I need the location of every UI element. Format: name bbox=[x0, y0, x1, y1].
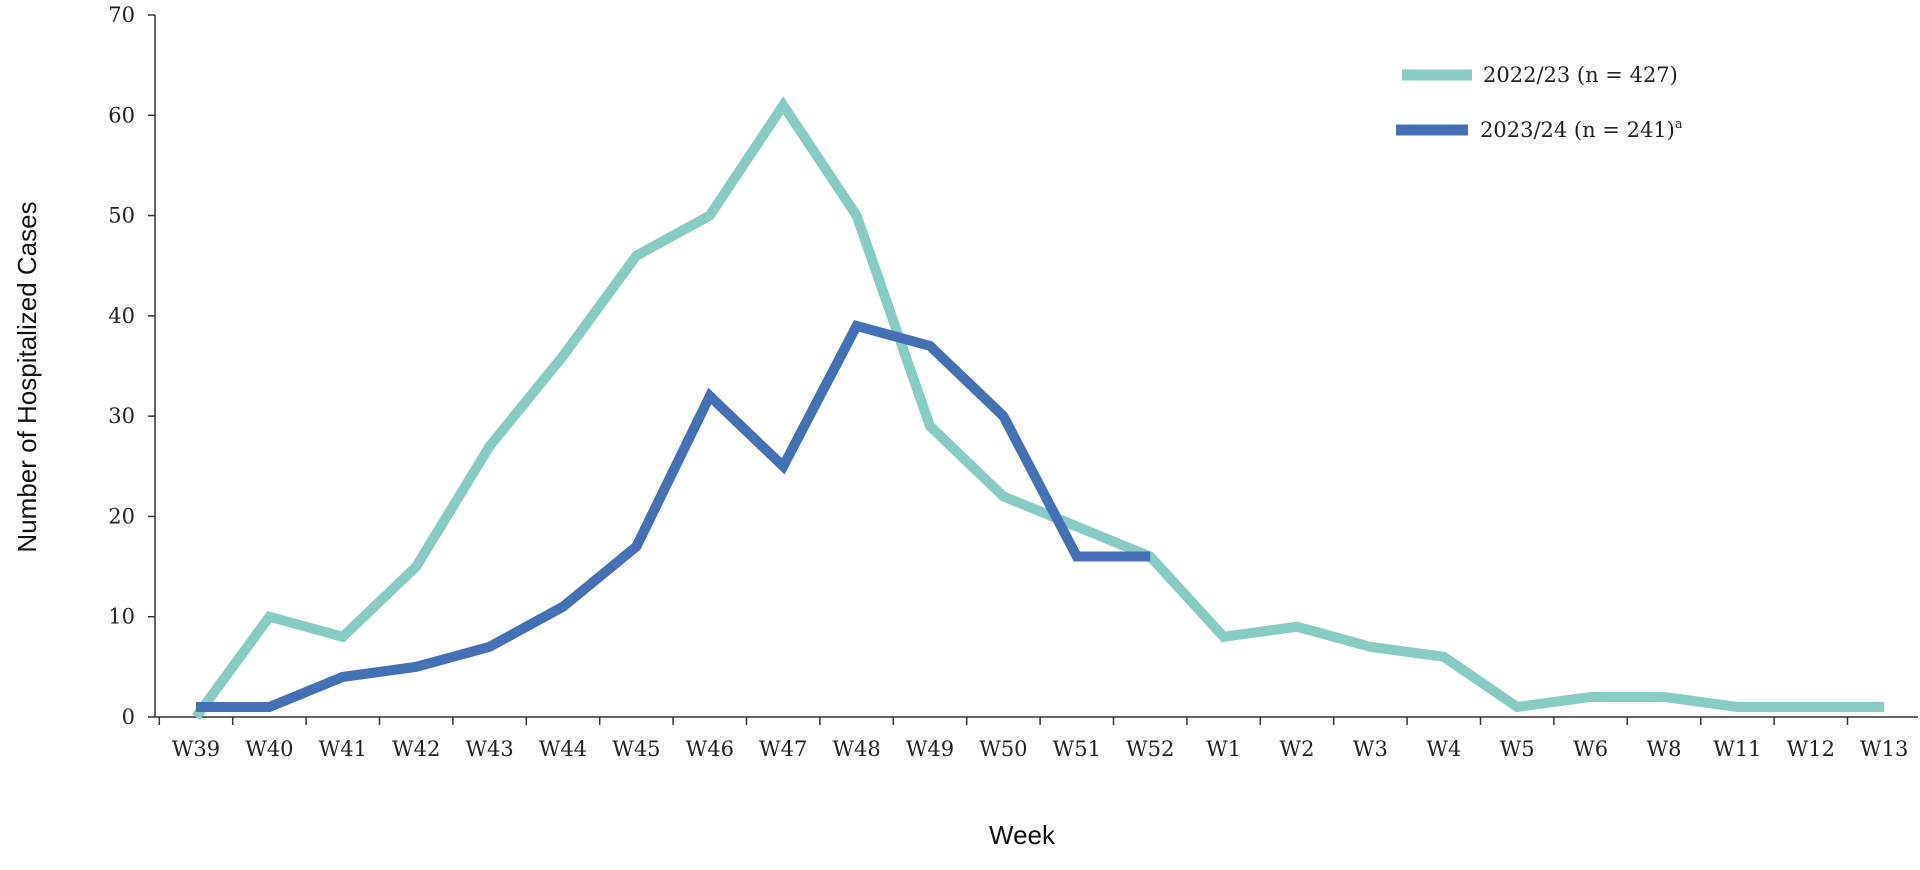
legend-label-2023-24-superscript: a bbox=[1675, 117, 1683, 132]
x-tick-label-w1: W1 bbox=[1206, 737, 1241, 761]
x-tick-label-w43: W43 bbox=[465, 737, 513, 761]
x-tick-label-w52: W52 bbox=[1126, 737, 1174, 761]
y-ticks: 0 10 20 30 40 50 60 70 bbox=[108, 3, 155, 729]
x-tick-label-w3: W3 bbox=[1353, 737, 1388, 761]
x-tick-label-w40: W40 bbox=[245, 737, 293, 761]
y-tick-label-60: 60 bbox=[108, 103, 135, 127]
x-tick-label-w41: W41 bbox=[319, 737, 367, 761]
series-line-2023-24 bbox=[196, 320, 1151, 712]
y-axis: 0 10 20 30 40 50 60 70 bbox=[108, 3, 156, 729]
x-tick-label-w44: W44 bbox=[539, 737, 587, 761]
x-tick-label-w39: W39 bbox=[172, 737, 220, 761]
x-tick-label-w11: W11 bbox=[1713, 737, 1761, 761]
legend-item-2023-24: 2023/24 (n = 241)a bbox=[1396, 117, 1683, 142]
x-tick-label-w51: W51 bbox=[1053, 737, 1101, 761]
x-tick-label-w45: W45 bbox=[612, 737, 660, 761]
x-tick-label-w50: W50 bbox=[979, 737, 1027, 761]
x-tick-label-w46: W46 bbox=[686, 737, 734, 761]
legend-label-2023-24: 2023/24 (n = 241)a bbox=[1480, 117, 1683, 142]
legend: 2022/23 (n = 427) 2023/24 (n = 241)a bbox=[1396, 63, 1683, 142]
x-tick-label-w49: W49 bbox=[906, 737, 954, 761]
x-tick-label-w13: W13 bbox=[1860, 737, 1908, 761]
y-tick-label-0: 0 bbox=[122, 705, 135, 729]
y-tick-label-20: 20 bbox=[108, 504, 135, 528]
x-axis-title: Week bbox=[989, 820, 1056, 850]
x-tick-label-w6: W6 bbox=[1573, 737, 1608, 761]
x-tick-label-w42: W42 bbox=[392, 737, 440, 761]
y-axis-title: Number of Hospitalized Cases bbox=[12, 201, 42, 552]
y-tick-label-10: 10 bbox=[108, 605, 135, 629]
y-tick-label-50: 50 bbox=[108, 204, 135, 228]
x-axis: W39 W40 W41 W42 W43 W44 W45 W46 W47 W48 W49 W50 W51 W… bbox=[155, 716, 1918, 761]
x-tick-label-w2: W2 bbox=[1280, 737, 1315, 761]
y-tick-label-40: 40 bbox=[108, 304, 135, 328]
legend-label-2022-23: 2022/23 (n = 427) bbox=[1483, 63, 1678, 87]
y-tick-label-70: 70 bbox=[108, 3, 135, 27]
x-tick-label-w4: W4 bbox=[1426, 737, 1461, 761]
legend-label-2023-24-text: 2023/24 (n = 241) bbox=[1480, 118, 1675, 142]
x-tick-label-w12: W12 bbox=[1787, 737, 1835, 761]
x-tick-label-w47: W47 bbox=[759, 737, 807, 761]
x-ticks: W39 W40 W41 W42 W43 W44 W45 W46 W47 W48 W49 W50 W51 W… bbox=[158, 717, 1908, 761]
series-lines bbox=[191, 96, 1885, 720]
x-tick-label-w48: W48 bbox=[832, 737, 880, 761]
x-tick-label-w8: W8 bbox=[1647, 737, 1682, 761]
y-tick-label-30: 30 bbox=[108, 404, 135, 428]
legend-item-2022-23: 2022/23 (n = 427) bbox=[1402, 63, 1678, 87]
x-tick-label-w5: W5 bbox=[1500, 737, 1535, 761]
series-line-2022-23 bbox=[191, 96, 1885, 720]
